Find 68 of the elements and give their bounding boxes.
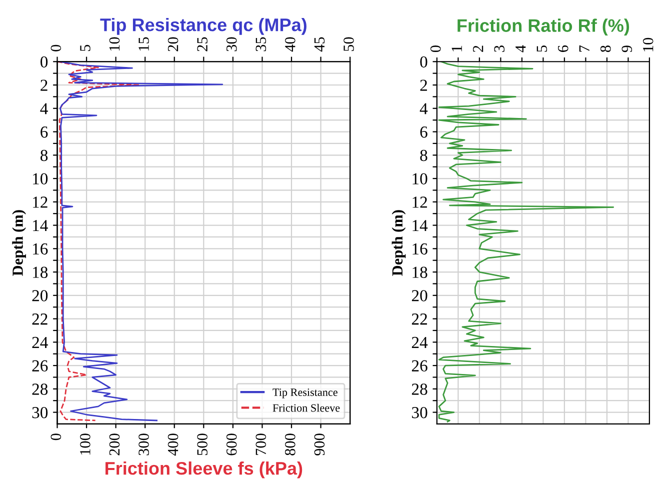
y-tick-label: 20 bbox=[32, 290, 48, 302]
y-tick-label: 28 bbox=[32, 384, 48, 395]
y-tick-label: 0 bbox=[420, 56, 428, 68]
y-tick-label: 18 bbox=[412, 266, 428, 278]
x-tick-label: 200 bbox=[109, 434, 120, 456]
y-tick-label: 8 bbox=[420, 150, 428, 162]
x-tick-label: 7 bbox=[579, 45, 590, 52]
y-tick-label: 8 bbox=[40, 150, 48, 162]
y-tick-label: 2 bbox=[40, 80, 48, 91]
x-tick-label: 5 bbox=[536, 46, 548, 52]
x-axis-title: Friction Ratio Rf (%) bbox=[458, 18, 630, 36]
x-tick-label: 500 bbox=[197, 434, 208, 456]
y-tick-label: 6 bbox=[420, 126, 428, 138]
y-tick-label: 14 bbox=[412, 220, 428, 232]
x-tick-label: 4 bbox=[516, 45, 526, 52]
y-tick-label: 22 bbox=[412, 314, 427, 325]
y-tick-label: 12 bbox=[33, 196, 48, 208]
y-axis-title: Depth (m) bbox=[12, 210, 26, 276]
x-tick-label: 2 bbox=[472, 46, 484, 52]
x2-tick-label: 45 bbox=[314, 37, 325, 52]
y-tick-label: 26 bbox=[32, 360, 48, 372]
y-tick-label: 6 bbox=[40, 126, 48, 138]
y-tick-label: 24 bbox=[32, 336, 48, 348]
y-tick-label: 2 bbox=[420, 80, 427, 91]
x-tick-label: 6 bbox=[558, 45, 568, 52]
x2-tick-label: 20 bbox=[168, 37, 178, 52]
legend-label: Tip Resistance bbox=[272, 388, 338, 398]
x2-axis-title: Tip Resistance qc (MPa) bbox=[100, 18, 306, 35]
y-tick-label: 30 bbox=[32, 406, 48, 418]
x-tick-label: 8 bbox=[600, 46, 611, 52]
y-tick-label: 18 bbox=[33, 266, 48, 278]
y-tick-label: 14 bbox=[33, 220, 48, 232]
y-tick-label: 4 bbox=[420, 103, 428, 114]
y-axis-title: Depth (m) bbox=[392, 210, 406, 276]
x2-tick-label: 30 bbox=[226, 37, 237, 52]
y-tick-label: 16 bbox=[412, 243, 428, 255]
x-tick-label: 900 bbox=[314, 434, 325, 456]
y-tick-label: 28 bbox=[412, 384, 428, 395]
x-tick-label: 0 bbox=[50, 434, 62, 440]
y-tick-label: 12 bbox=[412, 196, 427, 208]
y-tick-label: 30 bbox=[412, 406, 428, 418]
y-tick-label: 26 bbox=[412, 360, 428, 372]
x-tick-label: 700 bbox=[256, 434, 266, 455]
x-tick-label: 800 bbox=[285, 434, 296, 456]
y-tick-label: 24 bbox=[412, 336, 428, 348]
x-tick-label: 600 bbox=[226, 434, 237, 456]
legend-label: Friction Sleeve bbox=[272, 404, 340, 412]
x2-tick-label: 25 bbox=[197, 37, 208, 52]
x-tick-label: 3 bbox=[494, 46, 504, 52]
x-tick-label: 400 bbox=[168, 434, 178, 456]
y-tick-label: 22 bbox=[32, 314, 48, 325]
x2-tick-label: 50 bbox=[344, 37, 354, 52]
x2-tick-label: 35 bbox=[256, 37, 266, 52]
x2-tick-label: 15 bbox=[138, 37, 149, 51]
x-tick-label: 9 bbox=[622, 46, 632, 52]
y-tick-label: 16 bbox=[33, 243, 48, 255]
x-tick-label: 100 bbox=[80, 434, 90, 455]
x-tick-label: 10 bbox=[642, 38, 654, 52]
x-tick-label: 0 bbox=[430, 46, 441, 52]
y-tick-label: 10 bbox=[33, 173, 48, 184]
x-tick-label: 300 bbox=[138, 434, 149, 456]
y-tick-label: 10 bbox=[412, 173, 428, 184]
x2-tick-label: 40 bbox=[285, 37, 296, 52]
x-axis-title: Friction Sleeve fs (kPa) bbox=[106, 461, 302, 478]
y-tick-label: 0 bbox=[40, 56, 48, 68]
y-tick-label: 4 bbox=[40, 103, 48, 114]
x-tick-label: 1 bbox=[452, 46, 462, 52]
y-tick-label: 20 bbox=[412, 290, 428, 302]
